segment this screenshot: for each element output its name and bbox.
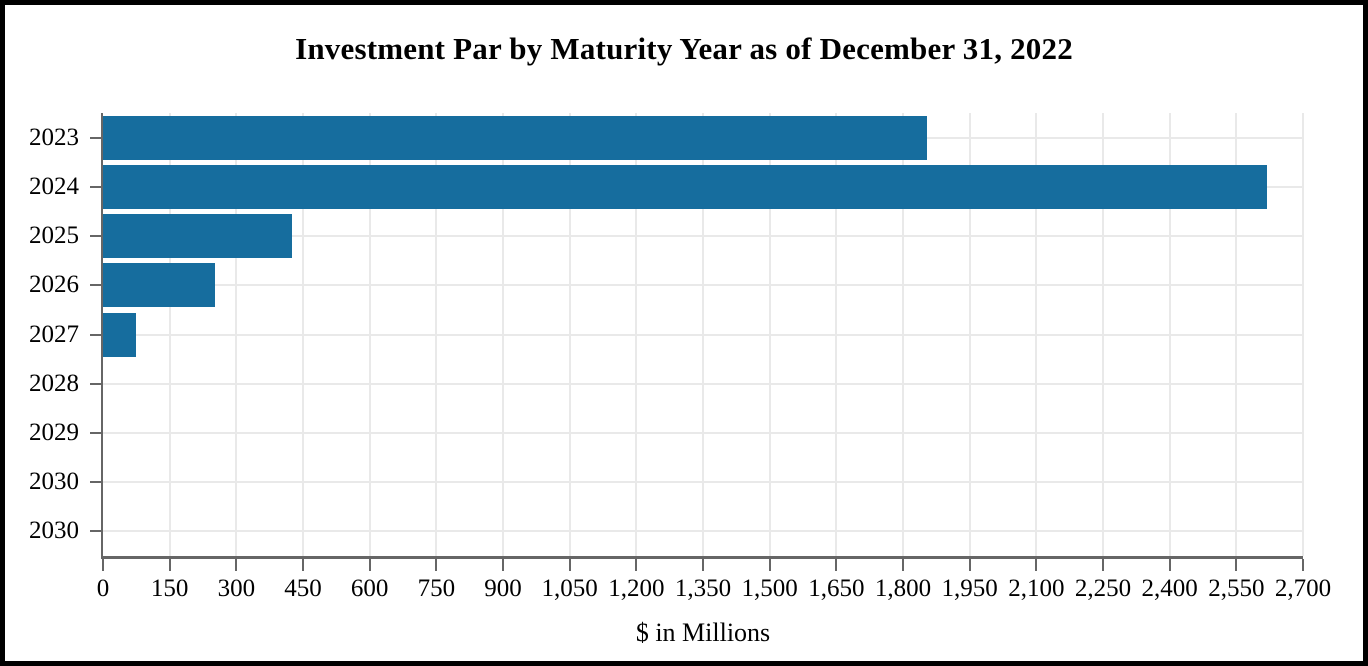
y-tick (90, 382, 103, 385)
gridline-h (103, 530, 1303, 533)
gridline-h (103, 431, 1303, 434)
x-tick-label-1350: 1,350 (674, 575, 732, 602)
x-tick (968, 559, 971, 571)
y-tick-label-2027-4: 2027 (29, 320, 79, 348)
x-tick (1168, 559, 1171, 571)
gridline-h (103, 284, 1303, 287)
x-tick-label-1500: 1,500 (741, 575, 798, 602)
x-tick-label-300: 300 (217, 575, 256, 602)
x-tick (1035, 559, 1038, 571)
bar-2023 (103, 115, 928, 160)
y-tick-label-2028-5: 2028 (29, 369, 79, 397)
bar-2027 (103, 312, 136, 357)
x-tick-label-1050: 1,050 (541, 575, 598, 602)
x-tick (235, 559, 238, 571)
x-tick-label-2250: 2,250 (1074, 575, 1132, 602)
gridline-h (103, 333, 1303, 336)
y-tick-label-2024-1: 2024 (29, 172, 79, 200)
x-tick (102, 559, 104, 571)
x-tick (702, 559, 704, 571)
y-tick (90, 235, 103, 238)
y-tick-label-2023-0: 2023 (29, 123, 79, 151)
x-tick (635, 559, 638, 571)
x-tick (835, 559, 838, 571)
y-tick-label-2030-7: 2030 (29, 468, 79, 496)
y-tick-label-2029-6: 2029 (29, 418, 79, 446)
bar-2025 (103, 214, 292, 259)
x-tick-label-2100: 2,100 (1008, 575, 1065, 602)
x-tick-label-1950: 1,950 (941, 575, 998, 602)
bar-2026 (103, 263, 216, 308)
x-tick (768, 559, 771, 571)
x-tick-label-2550: 2,550 (1208, 575, 1265, 602)
x-tick (1235, 559, 1238, 571)
x-tick (435, 559, 438, 571)
x-tick-label-900: 900 (484, 575, 522, 602)
y-tick (90, 136, 103, 139)
x-tick-label-1650: 1,650 (808, 575, 865, 602)
y-tick (90, 333, 103, 336)
gridline-h (103, 481, 1303, 484)
x-tick (302, 559, 304, 571)
x-tick-label-750: 750 (417, 575, 456, 602)
x-tick (568, 559, 571, 571)
y-tick-label-2030-8: 2030 (29, 517, 79, 545)
y-tick (90, 284, 103, 287)
x-tick (902, 559, 904, 571)
x-tick (1102, 559, 1104, 571)
x-tick-label-1200: 1,200 (608, 575, 665, 602)
y-tick-label-2025-2: 2025 (29, 222, 79, 250)
gridline-v (1302, 113, 1304, 556)
bar-2024 (103, 164, 1268, 209)
x-tick-label-2700: 2,700 (1274, 575, 1332, 602)
x-tick (502, 559, 504, 571)
x-tick-label-0: 0 (96, 575, 110, 602)
y-tick (90, 530, 103, 533)
y-tick (90, 185, 103, 188)
x-tick-label-1800: 1,800 (874, 575, 932, 602)
x-tick (368, 559, 371, 571)
x-tick-label-450: 450 (284, 575, 322, 602)
y-tick (90, 481, 103, 484)
gridline-h (103, 235, 1303, 238)
x-tick (1302, 559, 1304, 571)
x-tick-label-150: 150 (150, 575, 189, 602)
chart-title: Investment Par by Maturity Year as of De… (295, 31, 1073, 66)
y-tick-label-2026-3: 2026 (29, 271, 79, 299)
gridline-h (103, 382, 1303, 385)
x-tick-label-2400: 2,400 (1141, 575, 1198, 602)
x-tick-label-600: 600 (350, 575, 389, 602)
x-axis-title: $ in Millions (635, 618, 771, 647)
y-tick (90, 431, 103, 434)
x-tick (168, 559, 171, 571)
plot-area: 2023 2024 2025 2026 2027 2028 2029 2030 2030 0 150… (29, 113, 1331, 647)
